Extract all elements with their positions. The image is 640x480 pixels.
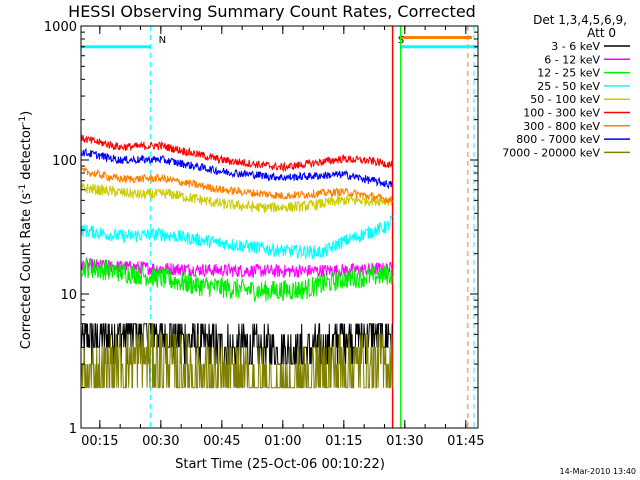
legend-entry-label: 6 - 12 keV [544, 53, 600, 66]
y-tick-label: 10 [60, 288, 77, 303]
axes: 1 10 100 1000 00:15 00:30 00:45 01:00 01:15 01:30… [44, 20, 485, 449]
series-line [80, 182, 393, 213]
x-tick-label: 00:15 [81, 434, 118, 449]
x-tick-label: 01:00 [264, 434, 301, 449]
legend-entry-label: 300 - 800 keV [523, 120, 600, 133]
y-axis-label-middle: detector [19, 124, 34, 184]
x-tick-label: 01:30 [386, 434, 423, 449]
annotation-label: N [159, 35, 166, 46]
series-line [80, 147, 393, 190]
x-tick-label: 00:30 [142, 434, 179, 449]
y-tick-label: 1000 [44, 20, 77, 35]
series-line [80, 258, 393, 302]
footer-date: 14-Mar-2010 13:40 [560, 467, 637, 476]
plot-area: NS [80, 26, 478, 428]
y-axis-label-suffix: ) [19, 111, 34, 116]
series-line [80, 323, 393, 389]
legend-entry-label: 50 - 100 keV [530, 93, 600, 106]
x-tick-label: 01:15 [325, 434, 362, 449]
legend-entry-label: 7000 - 20000 keV [502, 146, 600, 159]
legend-entry-label: 12 - 25 keV [537, 67, 600, 80]
legend-entry-label: 800 - 7000 keV [516, 133, 600, 146]
y-axis-label-prefix: Corrected Count Rate (s [19, 193, 34, 350]
x-axis-label: Start Time (25-Oct-06 00:10:22) [175, 457, 385, 472]
legend-header-attenuator: Att 0 [587, 26, 616, 40]
series-line [80, 215, 393, 261]
legend-header-detectors: Det 1,3,4,5,6,9, [533, 13, 627, 27]
legend-entry-label: 25 - 50 keV [537, 80, 600, 93]
y-tick-label: 100 [52, 154, 77, 169]
axes-frame [80, 25, 479, 429]
chart-title: HESSI Observing Summary Count Rates, Cor… [68, 2, 476, 21]
legend-entry-label: 3 - 6 keV [551, 40, 600, 53]
series-line [80, 134, 393, 173]
y-axis-label: Corrected Count Rate (s-1 detector-1) [18, 111, 34, 349]
legend-entry-label: 100 - 300 keV [523, 107, 600, 120]
x-tick-label: 00:45 [203, 434, 240, 449]
y-tick-label: 1 [69, 422, 77, 437]
series-line [80, 166, 393, 204]
x-tick-label: 01:45 [447, 434, 484, 449]
y-axis-label-sup2: -1 [18, 116, 28, 125]
y-axis-label-sup1: -1 [18, 184, 28, 193]
